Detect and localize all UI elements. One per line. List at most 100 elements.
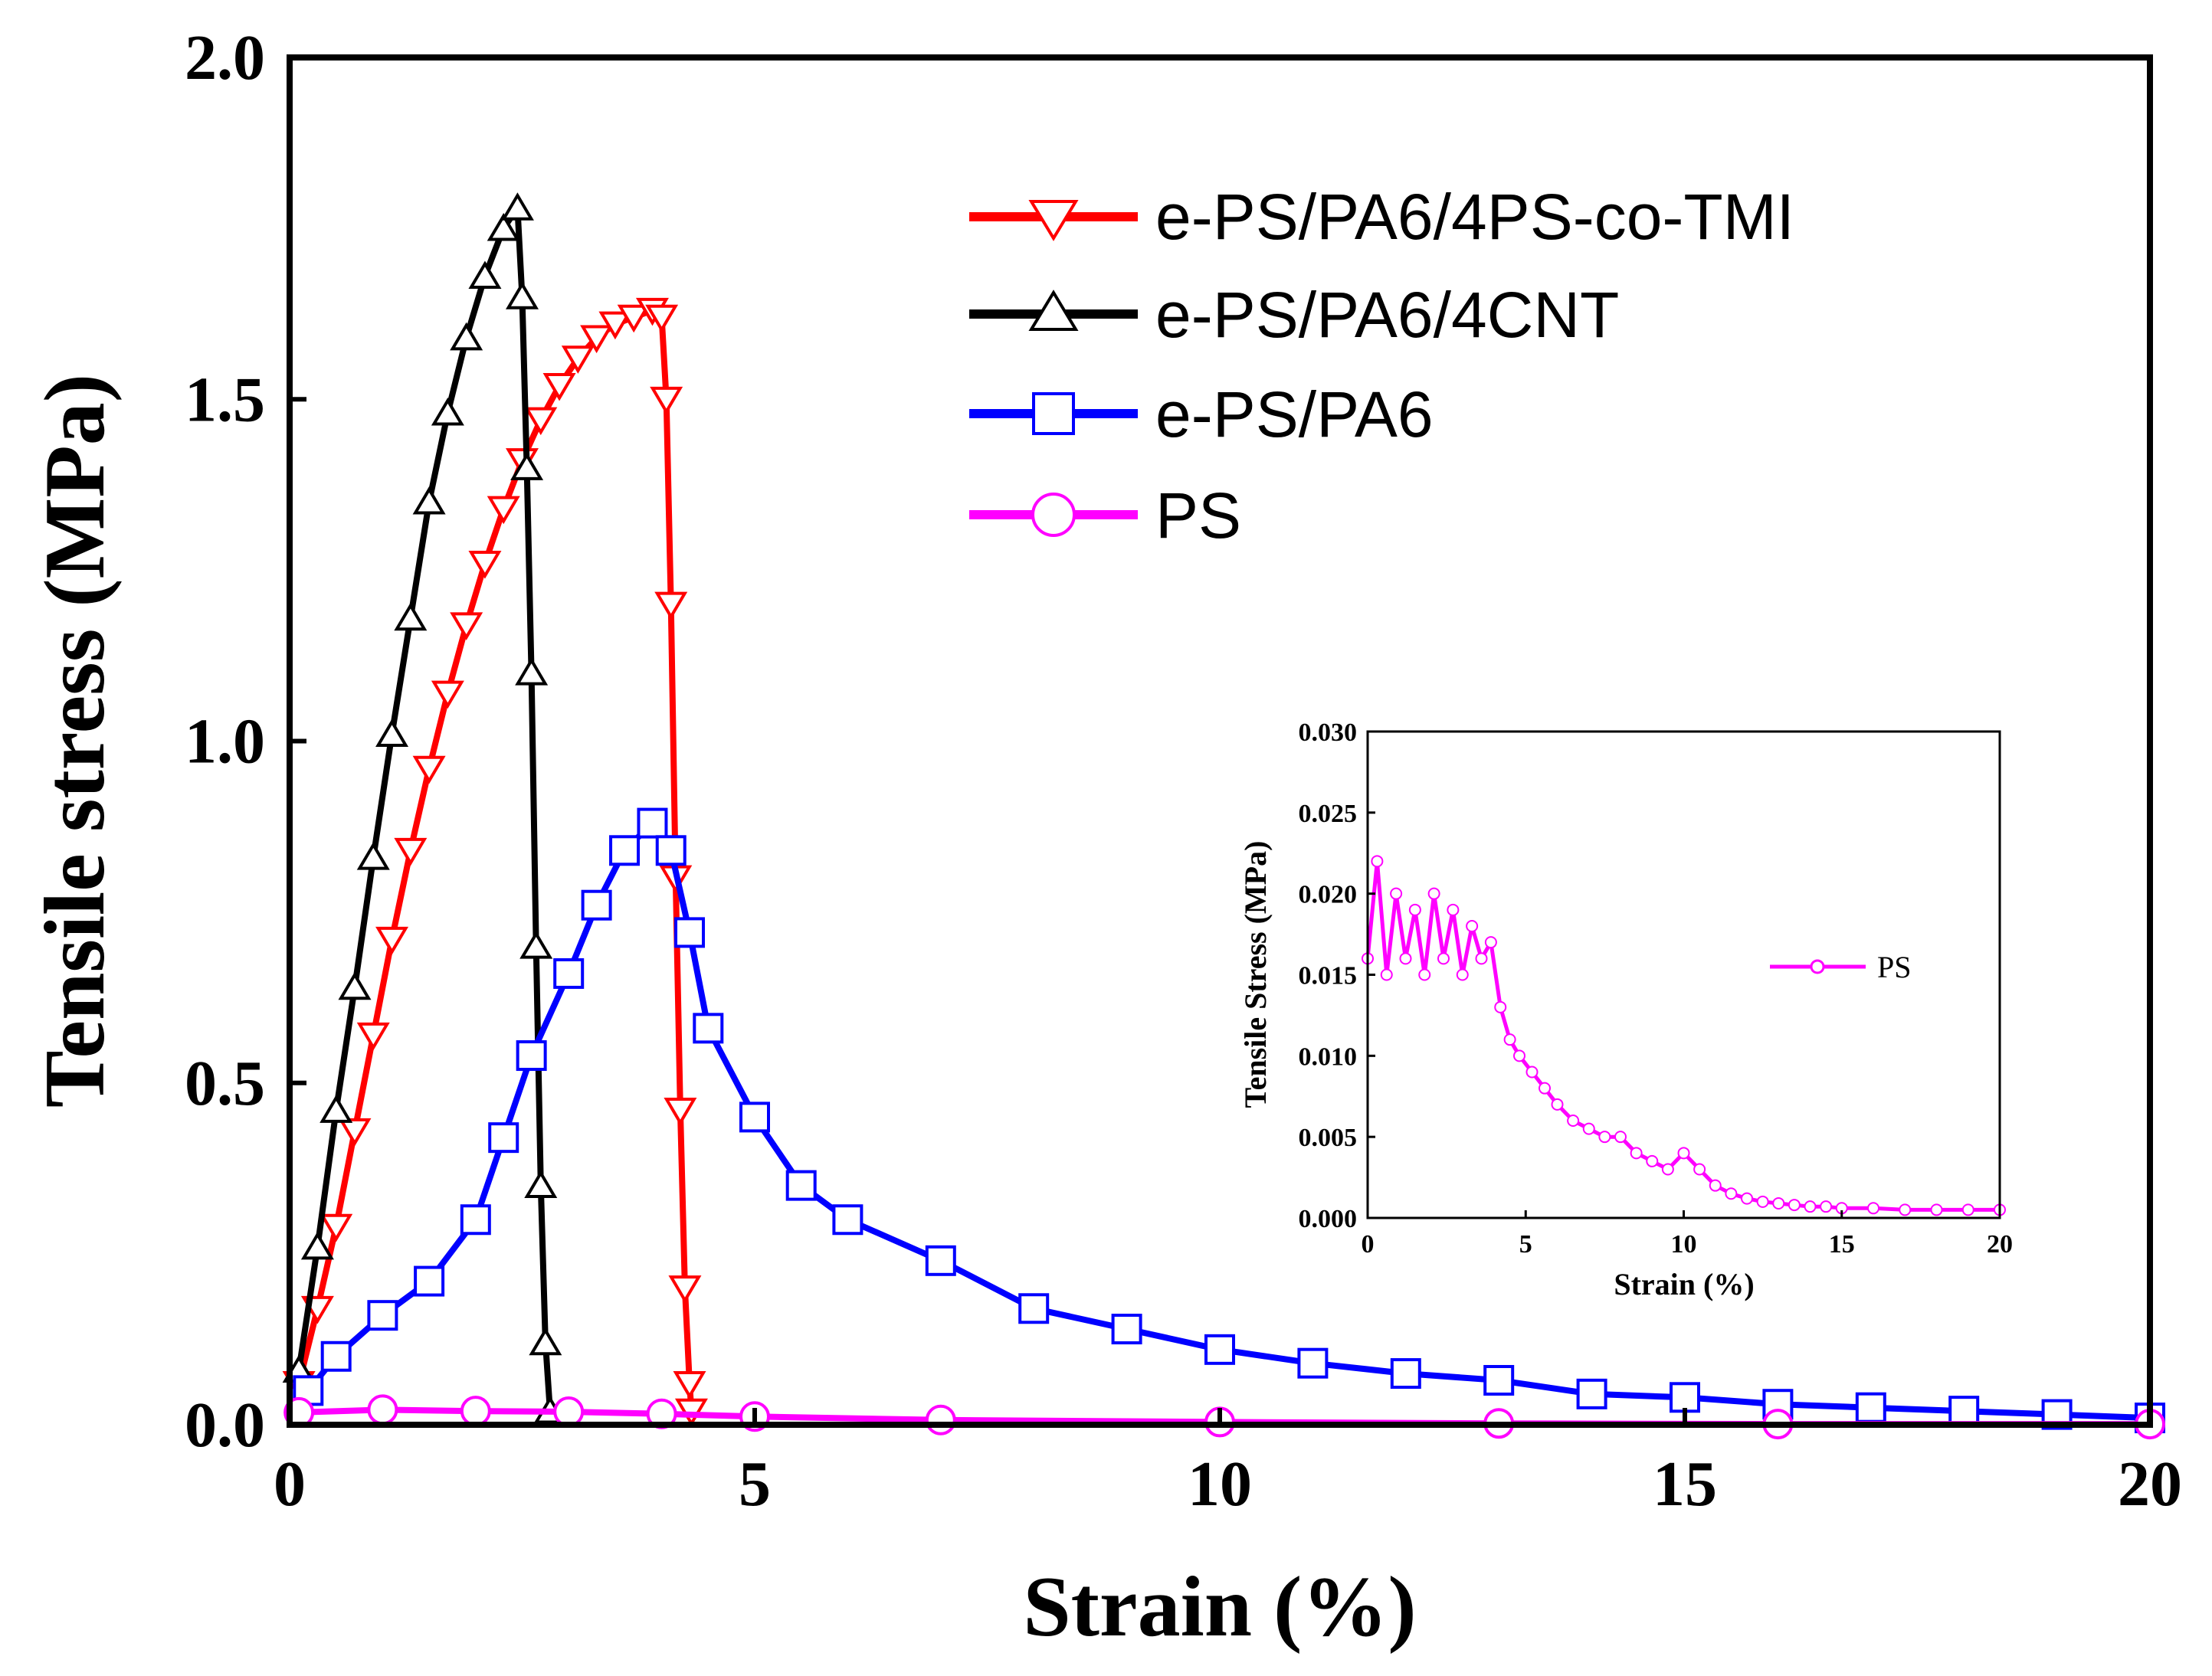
- main-point-e-ps-pa6-4cnt: [510, 452, 544, 480]
- main-point-e-ps-pa6-4ps-co-tmi: [412, 755, 446, 784]
- main-point-e-ps-pa6-4cnt: [431, 397, 464, 426]
- main-point-e-ps-pa6-4ps-co-tmi: [598, 311, 632, 340]
- main-point-e-ps-pa6-4ps-co-tmi: [487, 496, 520, 525]
- inset-point-ps: [1503, 1033, 1516, 1046]
- main-x-tick-label: 10: [1188, 1448, 1252, 1520]
- main-point-e-ps-pa6: [739, 1102, 770, 1133]
- main-point-e-ps-pa6: [581, 889, 612, 921]
- legend-entry-pa6: e-PS/PA6: [969, 378, 1434, 450]
- inset-point-ps: [1475, 952, 1488, 965]
- main-point-e-ps-pa6-4ps-co-tmi: [645, 304, 679, 333]
- inset-x-tick-label: 10: [1671, 1230, 1697, 1259]
- main-y-tick-label: 1.0: [185, 706, 265, 777]
- main-series-e-ps-pa6: [293, 807, 2165, 1434]
- inset-point-ps: [1646, 1154, 1659, 1167]
- inset-point-ps: [1804, 1200, 1817, 1213]
- main-point-e-ps-pa6-4cnt: [450, 322, 483, 351]
- inset-point-ps: [1447, 903, 1460, 916]
- main-point-e-ps-pa6: [553, 957, 585, 989]
- inset-point-ps: [1741, 1192, 1753, 1205]
- legend-label-ps: PS: [1155, 480, 1241, 552]
- main-point-e-ps-pa6-4cnt: [394, 602, 428, 631]
- inset-point-ps: [1867, 1202, 1879, 1215]
- main-point-e-ps-pa6-4cnt: [356, 842, 390, 870]
- inset-point-ps: [1418, 968, 1431, 981]
- main-point-e-ps-pa6-4cnt: [412, 486, 446, 515]
- main-point-e-ps-pa6-4ps-co-tmi: [320, 1213, 353, 1242]
- main-point-e-ps-pa6-4cnt: [300, 1231, 334, 1260]
- main-point-e-ps-pa6-4ps-co-tmi: [542, 373, 576, 401]
- inset-x-tick-label: 15: [1829, 1230, 1855, 1259]
- main-point-e-ps-pa6: [1297, 1347, 1329, 1379]
- inset-point-ps: [1930, 1203, 1943, 1216]
- inset-y-axis-title: Tensile Stress (MPa): [1238, 841, 1273, 1108]
- inset-y-tick-label: 0.005: [1299, 1124, 1358, 1152]
- inset-point-ps: [1494, 1000, 1507, 1013]
- main-point-e-ps-pa6: [320, 1340, 352, 1372]
- main-y-tick-label: 0.0: [185, 1390, 265, 1461]
- main-point-e-ps-pa6-4ps-co-tmi: [338, 1118, 372, 1147]
- main-point-e-ps-pa6-4cnt: [375, 719, 409, 747]
- inset-point-ps: [1709, 1179, 1722, 1192]
- main-line-e-ps-pa6-4ps-co-tmi: [296, 307, 695, 1412]
- main-point-e-ps-pa6-4ps-co-tmi: [468, 551, 502, 579]
- main-point-e-ps-pa6: [1670, 1382, 1700, 1413]
- inset-point-ps: [1725, 1187, 1738, 1200]
- main-point-e-ps-pa6: [367, 1300, 398, 1331]
- main-point-e-ps-pa6-4ps-co-tmi: [356, 1022, 390, 1051]
- inset-background: [1368, 732, 2000, 1218]
- inset-x-tick-label: 0: [1362, 1230, 1375, 1259]
- inset-point-ps: [1408, 903, 1421, 916]
- main-point-e-ps-pa6-4cnt: [487, 212, 520, 241]
- legend-label-tmi: e-PS/PA6/4PS-co-TMI: [1155, 181, 1794, 253]
- main-point-e-ps-pa6: [516, 1040, 547, 1072]
- inset-point-ps: [1466, 920, 1479, 932]
- main-point-e-ps-pa6-4cnt: [519, 931, 553, 959]
- main-point-e-ps-pa6: [785, 1170, 817, 1201]
- main-line-e-ps-pa6-4cnt: [296, 205, 553, 1412]
- main-point-e-ps-pa6: [693, 1013, 724, 1044]
- main-y-ticks: 0.0 0.5 1.0 1.5 2.0: [185, 22, 306, 1461]
- main-y-tick-label: 0.5: [185, 1048, 265, 1119]
- main-point-e-ps-pa6: [674, 917, 706, 948]
- legend-marker-ps: [1031, 493, 1076, 537]
- main-point-e-ps-pa6-4ps-co-tmi: [375, 926, 409, 955]
- inset-legend-label: PS: [1877, 950, 1912, 984]
- inset-plot: 0 5 10 15 20 0.0000.0050.0100.0150.0200.0250…: [1238, 719, 2013, 1301]
- main-x-tick-label: 20: [2118, 1448, 2182, 1520]
- main-point-e-ps-pa6-4ps-co-tmi: [673, 1371, 706, 1399]
- inset-point-ps: [1371, 855, 1384, 868]
- inset-point-ps: [1820, 1200, 1833, 1213]
- inset-series-ps: [1362, 855, 2006, 1216]
- inset-point-ps: [1693, 1163, 1706, 1176]
- main-point-e-ps-pa6-4ps-co-tmi: [654, 591, 688, 620]
- main-point-e-ps-pa6-4ps-co-tmi: [580, 325, 614, 354]
- main-series-e-ps-pa6-4cnt: [282, 192, 567, 1424]
- inset-point-ps: [1437, 952, 1450, 965]
- main-point-e-ps-pa6: [832, 1204, 863, 1236]
- legend-label-cnt: e-PS/PA6/4CNT: [1155, 279, 1619, 351]
- inset-x-tick-label: 20: [1987, 1230, 2013, 1259]
- main-point-e-ps-pa6-4cnt: [524, 1170, 558, 1199]
- inset-point-ps: [1456, 968, 1469, 981]
- main-point-e-ps-pa6-4cnt: [338, 971, 372, 1000]
- main-point-e-ps-pa6-4cnt: [515, 657, 549, 686]
- inset-point-ps: [1551, 1098, 1564, 1111]
- main-point-e-ps-pa6-4ps-co-tmi: [431, 680, 464, 709]
- main-point-e-ps-pa6: [414, 1265, 445, 1297]
- main-point-e-ps-pa6-4ps-co-tmi: [394, 837, 428, 866]
- main-y-tick-label: 1.5: [185, 364, 265, 435]
- main-x-tick-label: 0: [274, 1448, 306, 1520]
- main-point-e-ps-pa6-4cnt: [320, 1095, 353, 1123]
- main-point-e-ps-pa6-4ps-co-tmi: [561, 345, 595, 374]
- main-y-axis-title: Tensile stress (MPa): [28, 374, 123, 1108]
- legend-marker-tmi: [1028, 200, 1079, 241]
- legend-entry-cnt: e-PS/PA6/4CNT: [969, 279, 1619, 351]
- inset-point-ps: [1677, 1147, 1690, 1160]
- legend-marker-cnt: [1028, 290, 1079, 331]
- main-x-ticks: 0 5 10 15 20: [274, 1408, 2182, 1520]
- inset-legend-marker: [1810, 959, 1825, 974]
- inset-point-ps: [1513, 1049, 1525, 1062]
- inset-point-ps: [1788, 1199, 1801, 1212]
